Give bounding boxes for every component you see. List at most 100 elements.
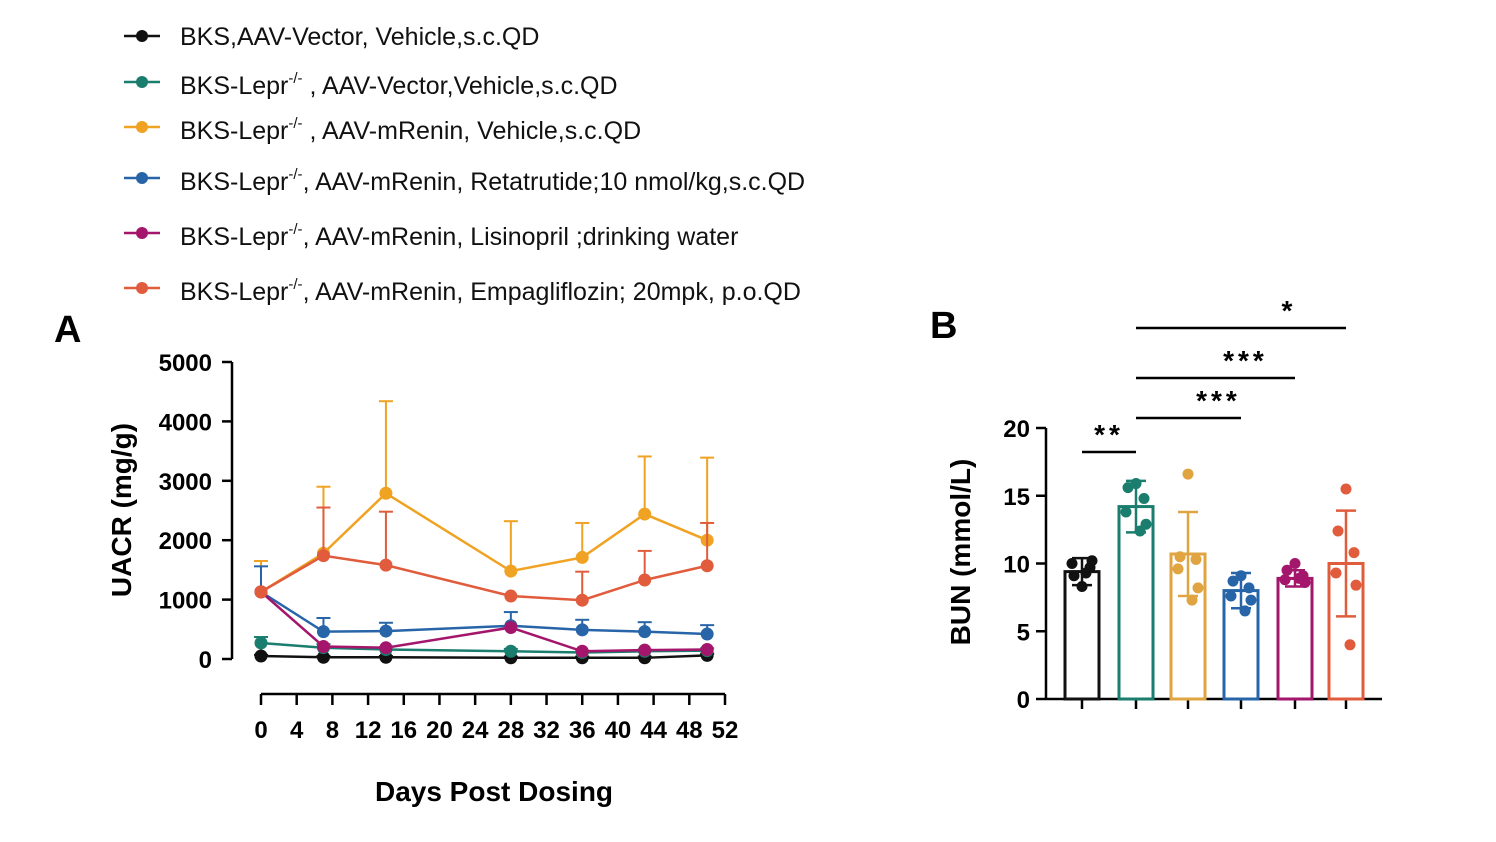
data-point [316, 549, 330, 563]
x-tick-label: 16 [390, 717, 417, 744]
data-point [1134, 525, 1146, 537]
x-tick-label: 32 [533, 717, 560, 744]
data-point [504, 644, 518, 658]
legend-entry: BKS-Lepr-/-, AAV-mRenin, Lisinopril ;dri… [124, 221, 738, 251]
data-point [638, 643, 652, 657]
x-tick-label: 12 [355, 717, 382, 744]
y-tick-label: 0 [199, 647, 212, 674]
x-tick-label: 24 [462, 717, 489, 744]
data-point [1192, 582, 1204, 594]
data-point [700, 627, 714, 641]
x-axis-label: Days Post Dosing [375, 776, 613, 807]
data-point [316, 650, 330, 664]
y-tick-label: 0 [1017, 687, 1030, 714]
y-tick-label: 20 [1003, 416, 1030, 443]
data-point [504, 621, 518, 635]
bar-group-3 [1222, 570, 1260, 701]
data-point [1138, 492, 1150, 504]
data-point [504, 589, 518, 603]
data-point [1225, 590, 1237, 602]
y-tick-label: 5000 [159, 350, 212, 377]
x-tick-label: 20 [426, 717, 453, 744]
series-5 [254, 506, 715, 607]
data-point [1227, 575, 1239, 587]
data-point [1235, 570, 1247, 582]
y-tick-label: 1000 [159, 588, 212, 615]
data-point [575, 550, 589, 564]
data-point [638, 573, 652, 587]
data-point [1186, 594, 1198, 606]
legend-label: BKS-Lepr-/- , AAV-Vector,Vehicle,s.c.QD [180, 70, 618, 100]
bar-group-2 [1169, 468, 1207, 701]
data-point [1068, 570, 1080, 582]
data-point [316, 640, 330, 654]
legend-label: BKS-Lepr-/- , AAV-mRenin, Vehicle,s.c.QD [180, 115, 641, 145]
data-point [254, 585, 268, 599]
x-tick-label: 28 [497, 717, 524, 744]
significance-label: ** [1094, 419, 1124, 450]
data-point [1281, 564, 1293, 576]
bar-group-1 [1117, 478, 1155, 701]
y-tick-label: 10 [1003, 552, 1030, 579]
x-tick-label: 4 [290, 717, 304, 744]
panel-label-b: B [930, 305, 957, 347]
data-point [575, 623, 589, 637]
data-point [1348, 547, 1360, 559]
data-point [1279, 574, 1291, 586]
data-point [575, 593, 589, 607]
legend-label: BKS,AAV-Vector, Vehicle,s.c.QD [180, 23, 539, 51]
data-point [1340, 483, 1352, 495]
significance-label: *** [1196, 385, 1241, 416]
x-tick-label: 52 [712, 717, 739, 744]
data-point [1174, 551, 1186, 563]
legend-marker-1 [136, 76, 148, 88]
legend-entry: BKS,AAV-Vector, Vehicle,s.c.QD [124, 23, 539, 51]
legend-label: BKS-Lepr-/-, AAV-mRenin, Retatrutide;10 … [180, 166, 805, 196]
data-point [1344, 639, 1356, 651]
data-point [575, 644, 589, 658]
data-point [1076, 581, 1088, 593]
data-point [1332, 525, 1344, 537]
legend-entry: BKS-Lepr-/-, AAV-mRenin, Empagliflozin; … [124, 276, 801, 306]
x-tick-label: 40 [605, 717, 632, 744]
x-tick-label: 0 [254, 717, 267, 744]
legend: BKS,AAV-Vector, Vehicle,s.c.QD BKS-Lepr-… [124, 23, 805, 306]
data-point [700, 642, 714, 656]
data-point [1122, 482, 1134, 494]
legend-marker-3 [136, 172, 148, 184]
y-tick-label: 5 [1017, 619, 1030, 646]
data-point [379, 641, 393, 655]
data-point [1190, 553, 1202, 565]
y-axis-label: UACR (mg/g) [106, 423, 137, 597]
bar-group-0 [1063, 555, 1101, 701]
y-axis-label: BUN (mmol/L) [945, 459, 976, 646]
x-tick-label: 44 [640, 717, 667, 744]
legend-marker-0 [136, 30, 148, 42]
data-point [1289, 558, 1301, 569]
series-4 [254, 585, 714, 658]
data-point [1350, 579, 1362, 591]
data-point [1245, 594, 1257, 606]
data-point [638, 507, 652, 521]
legend-label: BKS-Lepr-/-, AAV-mRenin, Empagliflozin; … [180, 276, 801, 306]
y-tick-label: 4000 [159, 409, 212, 436]
data-point [379, 486, 393, 500]
legend-label: BKS-Lepr-/-, AAV-mRenin, Lisinopril ;dri… [180, 221, 738, 251]
data-point [1182, 468, 1194, 480]
x-tick-label: 8 [326, 717, 339, 744]
data-point [1080, 567, 1092, 579]
data-point [1172, 563, 1184, 575]
legend-marker-2 [136, 121, 148, 133]
data-point [1243, 582, 1255, 594]
bar [1117, 505, 1155, 701]
data-point [1293, 572, 1305, 584]
data-point [316, 625, 330, 639]
data-point [638, 625, 652, 639]
data-point [254, 649, 268, 663]
legend-entry: BKS-Lepr-/- , AAV-mRenin, Vehicle,s.c.QD [124, 115, 641, 145]
bar-group-4 [1276, 558, 1314, 701]
legend-entry: BKS-Lepr-/- , AAV-Vector,Vehicle,s.c.QD [124, 70, 618, 100]
data-point [254, 636, 268, 650]
data-point [1066, 558, 1078, 569]
